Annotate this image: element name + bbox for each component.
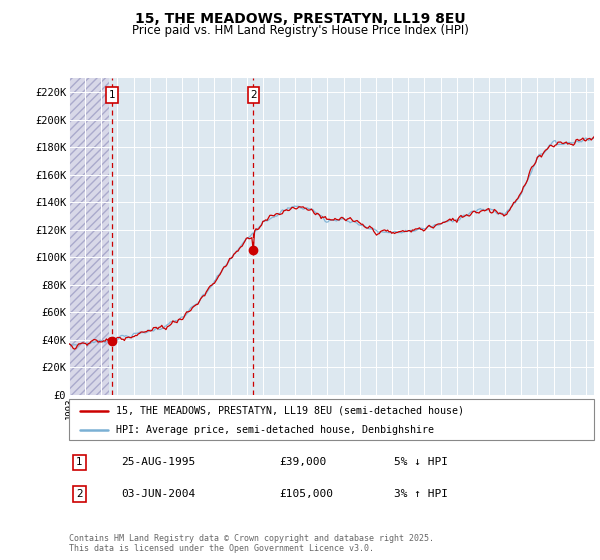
- Text: Price paid vs. HM Land Registry's House Price Index (HPI): Price paid vs. HM Land Registry's House …: [131, 24, 469, 36]
- Bar: [69, 78, 109, 395]
- Text: Contains HM Land Registry data © Crown copyright and database right 2025.
This d: Contains HM Land Registry data © Crown c…: [69, 534, 434, 553]
- Text: 2: 2: [250, 90, 257, 100]
- Text: 1: 1: [109, 90, 115, 100]
- Text: 5% ↓ HPI: 5% ↓ HPI: [395, 458, 449, 468]
- Text: 15, THE MEADOWS, PRESTATYN, LL19 8EU: 15, THE MEADOWS, PRESTATYN, LL19 8EU: [134, 12, 466, 26]
- Text: HPI: Average price, semi-detached house, Denbighshire: HPI: Average price, semi-detached house,…: [116, 424, 434, 435]
- Text: 03-JUN-2004: 03-JUN-2004: [121, 489, 196, 499]
- Text: 15, THE MEADOWS, PRESTATYN, LL19 8EU (semi-detached house): 15, THE MEADOWS, PRESTATYN, LL19 8EU (se…: [116, 405, 464, 416]
- Text: £39,000: £39,000: [279, 458, 326, 468]
- Text: 1: 1: [76, 458, 83, 468]
- Text: 2: 2: [76, 489, 83, 499]
- Text: £105,000: £105,000: [279, 489, 333, 499]
- Text: 3% ↑ HPI: 3% ↑ HPI: [395, 489, 449, 499]
- FancyBboxPatch shape: [69, 399, 594, 440]
- Text: 25-AUG-1995: 25-AUG-1995: [121, 458, 196, 468]
